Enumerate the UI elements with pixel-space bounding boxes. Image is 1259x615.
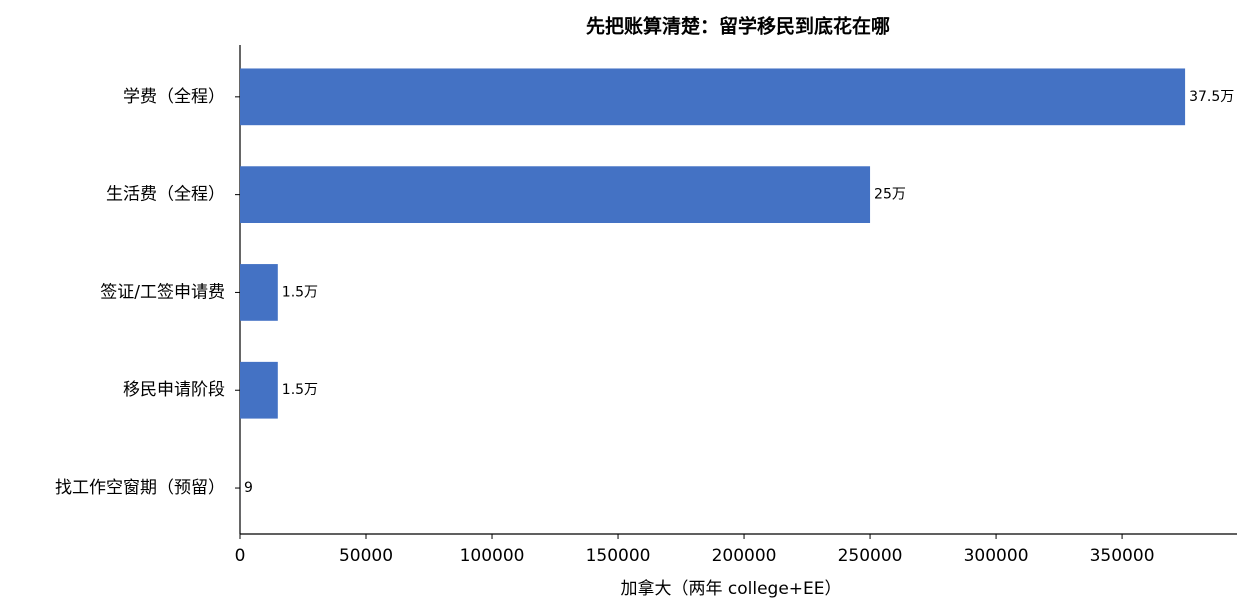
y-tick-label: 移民申请阶段: [123, 380, 225, 400]
y-tick-label: 签证/工签申请费: [100, 282, 225, 302]
x-axis-label: 加拿大（两年 college+EE）: [620, 578, 841, 599]
bar: [240, 361, 278, 419]
y-tick-label: 学费（全程）: [123, 87, 225, 107]
value-label: 1.5万: [282, 382, 318, 398]
value-label: 25万: [874, 187, 906, 203]
y-tick-label: 生活费（全程）: [106, 185, 225, 205]
x-tick-label: 150000: [586, 546, 651, 566]
x-tick-label: 250000: [838, 546, 903, 566]
x-tick-label: 0: [235, 546, 246, 566]
value-label: 1.5万: [282, 284, 318, 300]
chart-title: 先把账算清楚：留学移民到底花在哪: [586, 15, 890, 38]
y-tick-label: 找工作空窗期（预留）: [55, 478, 225, 498]
x-tick-label: 350000: [1090, 546, 1155, 566]
x-tick-label: 50000: [339, 546, 393, 566]
bar: [240, 264, 278, 321]
x-tick-label: 100000: [460, 546, 525, 566]
value-label: 9: [244, 480, 253, 496]
x-tick-label: 200000: [712, 546, 777, 566]
value-label: 37.5万: [1189, 89, 1234, 105]
bar: [240, 68, 1186, 126]
bar: [240, 166, 871, 223]
x-tick-label: 300000: [964, 546, 1029, 566]
